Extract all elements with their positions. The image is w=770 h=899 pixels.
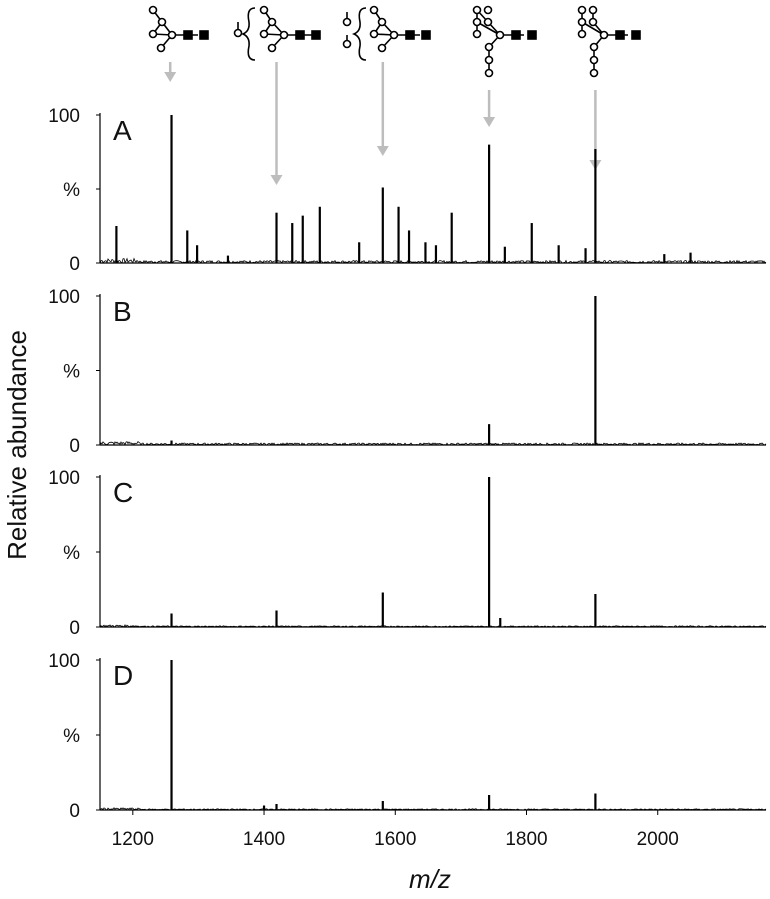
- x-tick-label: 1600: [374, 829, 416, 850]
- baseline-noise: [99, 807, 767, 811]
- y-tick-label: 0: [69, 618, 80, 639]
- glycan-icon-man7: [342, 5, 431, 61]
- x-tick-label: 1200: [112, 829, 154, 850]
- annotation-arrowhead: [270, 175, 283, 185]
- y-tick-label: 0: [69, 801, 80, 822]
- spectrum-panel-b: 0% 100 B: [48, 287, 767, 457]
- panel-letter: C: [113, 477, 133, 508]
- y-tick-label: 100: [48, 106, 80, 127]
- y-tick-label: 100: [48, 468, 80, 489]
- y-tick-label: 0: [69, 436, 80, 457]
- spectrum-panel-d: 0% 100 D: [48, 651, 767, 822]
- glycan-icon-man6: [233, 5, 321, 61]
- y-tick-label: %: [63, 180, 80, 201]
- y-tick-label: %: [63, 362, 80, 383]
- y-axis-title: Relative abundance: [2, 330, 32, 560]
- x-tick-label: 1800: [505, 829, 547, 850]
- baseline-noise: [99, 257, 767, 264]
- annotation-arrowhead: [483, 117, 496, 127]
- y-tick-label: 100: [48, 651, 80, 672]
- x-tick-label: 2000: [637, 829, 679, 850]
- peak-annotation-arrows: [164, 62, 602, 185]
- x-axis-title: m/z: [409, 864, 451, 894]
- spectrum-panel-c: 0% 100 C: [48, 468, 767, 639]
- annotation-arrowhead: [164, 72, 177, 82]
- glycan-icon-man8: [472, 5, 537, 78]
- annotation-arrowhead: [376, 146, 389, 156]
- glycan-icon-man5: [148, 5, 209, 53]
- spectrum-panel-a: 0% 100 A: [48, 106, 767, 275]
- y-tick-label: %: [63, 726, 80, 747]
- panel-letter: A: [113, 115, 132, 146]
- baseline-noise: [99, 623, 767, 628]
- y-tick-label: %: [63, 543, 80, 564]
- glycan-icon-man9: [577, 5, 641, 78]
- x-tick-label: 1400: [243, 829, 285, 850]
- spectra-panels: 0% 100 A 0% 100 B 0% 100 C 0% 100 D: [48, 106, 767, 822]
- baseline-noise: [99, 440, 767, 446]
- x-axis: 1200 1400 1600 1800 2000 m/z: [112, 810, 679, 894]
- glycan-structure-icons: [148, 5, 641, 78]
- panel-letter: D: [113, 660, 133, 691]
- x-tick-labels: 1200 1400 1600 1800 2000: [112, 810, 679, 850]
- panel-letter: B: [113, 296, 132, 327]
- y-tick-label: 100: [48, 287, 80, 308]
- y-tick-label: 0: [69, 254, 80, 275]
